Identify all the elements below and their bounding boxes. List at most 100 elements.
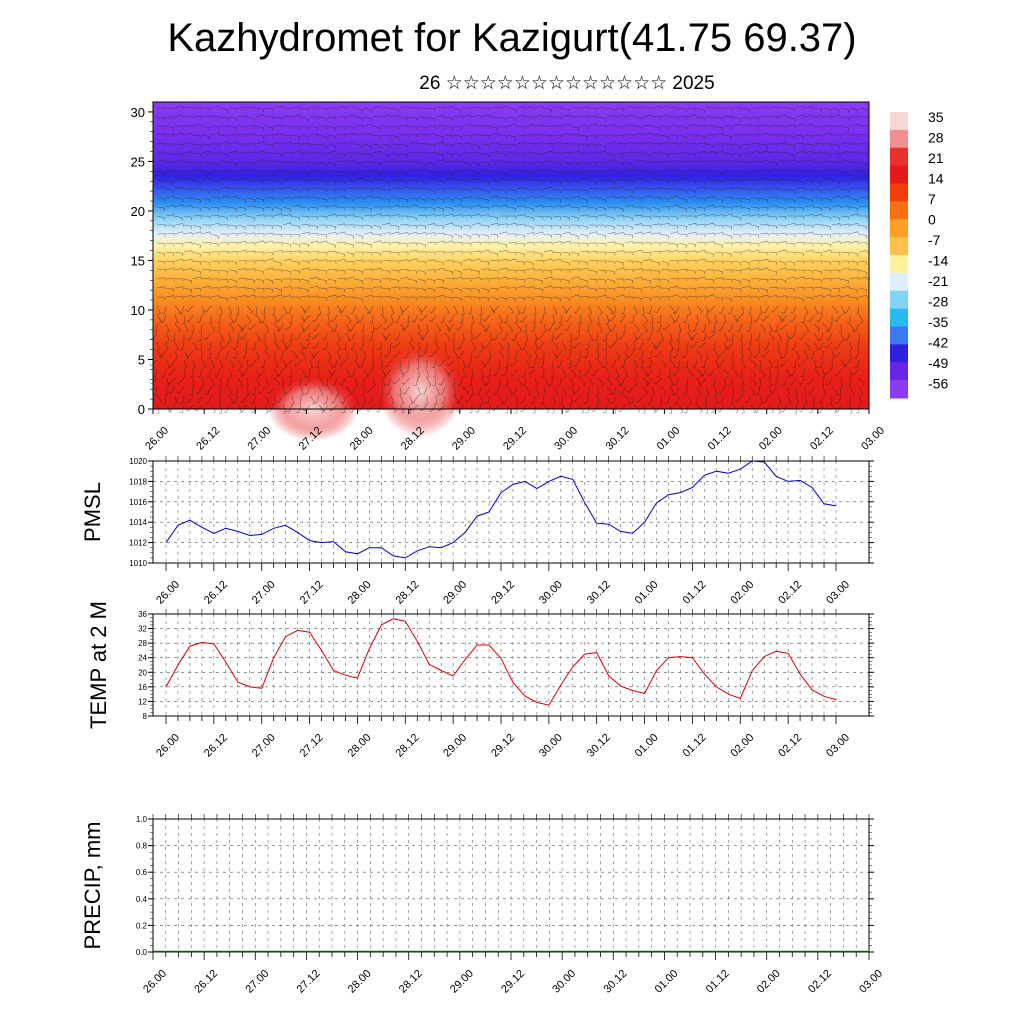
wind-barb [504, 332, 509, 341]
wind-barb [759, 143, 768, 146]
wind-barb [327, 161, 336, 165]
wind-barb [615, 170, 624, 173]
wind-barb-flag [686, 259, 688, 263]
wind-barb [336, 214, 345, 217]
wind-barb-flag [166, 339, 170, 342]
wind-barb-flag [686, 178, 688, 181]
wind-barb [462, 258, 471, 262]
wind-barb [237, 213, 246, 217]
wind-barb [660, 222, 669, 226]
wind-barb [489, 296, 498, 299]
wind-barb [534, 179, 543, 181]
wind-barb [219, 359, 224, 368]
wind-barb-flag [229, 376, 233, 378]
wind-barb [399, 277, 408, 280]
wind-barb [188, 314, 194, 323]
wind-barb [480, 341, 484, 350]
wind-barb-flag [371, 123, 373, 127]
wind-barb [399, 143, 408, 147]
wind-barb-flag [442, 199, 445, 203]
wind-barb-flag [614, 232, 616, 236]
wind-barb-flag [220, 339, 224, 342]
wind-barb-flag [290, 214, 292, 218]
wind-barb [381, 287, 390, 290]
wind-barb [723, 197, 732, 199]
wind-barb [228, 206, 237, 210]
wind-barb [543, 205, 552, 208]
wind-barb [777, 215, 786, 218]
wind-barb [327, 197, 337, 199]
wind-barb [372, 150, 381, 154]
wind-barb-flag [546, 329, 550, 332]
wind-barb [444, 125, 453, 129]
wind-barb [426, 188, 435, 192]
wind-barb [354, 377, 358, 386]
wind-barb-flag [258, 391, 261, 395]
wind-barb [534, 114, 543, 118]
wind-barb [470, 305, 473, 314]
wind-barb [615, 267, 624, 271]
wind-barb [192, 242, 201, 246]
wind-barb [831, 152, 841, 154]
wind-barb [390, 314, 394, 323]
wind-barb-flag [784, 280, 787, 284]
wind-barb [669, 142, 678, 145]
wind-barb [750, 267, 759, 271]
wind-barb-flag [329, 375, 333, 378]
wind-barb [344, 341, 347, 350]
wind-barb-flag [677, 250, 679, 254]
wind-barb-flag [605, 295, 607, 299]
wind-barb-flag [478, 146, 481, 149]
wind-barb [453, 233, 462, 237]
wind-barb [649, 305, 653, 314]
wind-barb [318, 377, 325, 385]
wind-barb [336, 350, 341, 359]
wind-barb-flag [776, 295, 778, 299]
wind-barb-flag [312, 329, 316, 332]
wind-barb-flag [713, 241, 715, 245]
wind-barb-flag [723, 385, 727, 387]
wind-barb-flag [748, 109, 751, 113]
wind-barb [237, 249, 246, 253]
wind-barb [334, 323, 338, 332]
wind-barb [846, 332, 851, 341]
wind-barb [260, 368, 266, 376]
wind-barb-flag [384, 339, 387, 342]
wind-barb [621, 314, 626, 323]
wind-barb-flag [789, 374, 793, 377]
wind-barb [561, 224, 570, 227]
wind-barb [777, 114, 786, 118]
wind-barb-flag [533, 195, 535, 199]
wind-barb-flag [670, 349, 674, 351]
wind-barb-flag [353, 132, 355, 136]
wind-barb [151, 377, 158, 385]
wind-barb [462, 114, 471, 118]
wind-barb [781, 323, 788, 330]
wind-barb [826, 341, 833, 349]
wind-barb-flag [290, 222, 292, 226]
wind-barb-flag [232, 357, 236, 359]
wind-barb [219, 107, 228, 111]
wind-barb-flag [186, 357, 189, 360]
wind-barb-flag [435, 349, 439, 351]
wind-barb-flag [613, 218, 615, 222]
wind-barb-flag [451, 173, 453, 177]
wind-barb [372, 115, 381, 118]
wind-barb [306, 386, 311, 395]
wind-barb-flag [191, 178, 193, 182]
wind-barb [246, 377, 249, 386]
wind-barb [354, 161, 363, 164]
wind-barb-flag [757, 226, 760, 230]
wind-barb [768, 278, 778, 280]
wind-barb-flag [650, 195, 652, 199]
wind-barb [282, 233, 292, 235]
wind-barb-flag [817, 348, 821, 350]
wind-barb [831, 186, 840, 190]
wind-barb [254, 341, 257, 350]
wind-barb [687, 332, 694, 340]
wind-barb [507, 305, 514, 312]
wind-barb [550, 377, 554, 386]
wind-barb [309, 268, 318, 271]
wind-barb [309, 359, 313, 368]
wind-barb-flag [767, 240, 769, 244]
